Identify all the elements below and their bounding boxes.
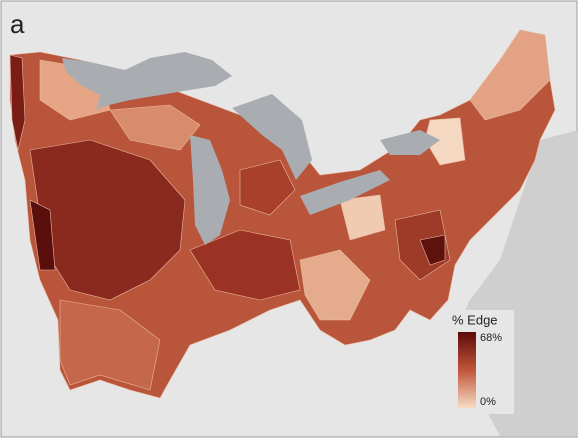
region [299,249,371,321]
region [59,299,161,391]
region [469,29,551,121]
region [109,104,201,151]
legend-tick-label: 68% [480,332,502,344]
study-region [9,29,556,399]
legend-title: % Edge [452,312,498,327]
region [189,229,301,301]
panel-label: a [10,9,25,39]
great-lakes [62,52,440,245]
bottom-strip [0,438,580,445]
lake [380,130,440,155]
legend-tick-label: 0% [480,396,496,408]
lake [190,135,230,245]
region [29,199,56,271]
region [419,234,446,266]
color-scale [458,332,476,408]
lake [62,52,232,110]
legend: % Edge 68% 0% [448,310,514,414]
lake [300,170,390,215]
region [339,194,386,241]
lake [232,94,312,180]
region [239,159,296,216]
region [9,54,26,151]
region [29,139,186,301]
